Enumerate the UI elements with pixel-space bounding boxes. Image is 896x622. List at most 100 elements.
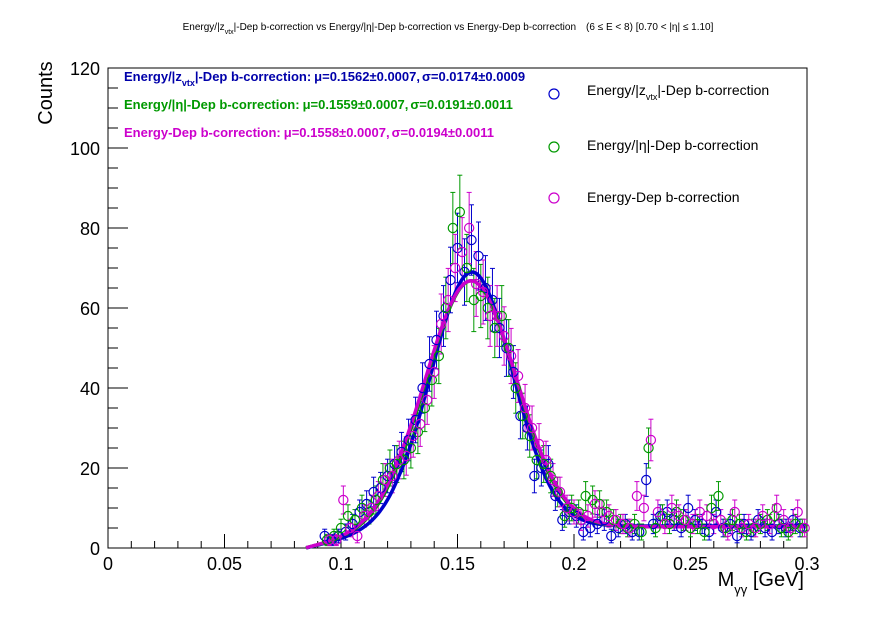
fit-label-energy-sigma: σ=0.0194±0.0011 [392,125,494,140]
data-point [664,518,675,530]
data-point [415,418,426,430]
data-point [687,518,699,530]
data-point [440,302,452,314]
data-point [454,206,466,218]
data-point [731,530,743,542]
data-point [666,502,678,514]
legend-label-eta: Energy/|η|-Dep b-correction [587,137,758,153]
data-point [484,310,496,322]
data-point [487,294,498,306]
data-point [517,410,528,422]
legend-marker-zvtx [548,88,560,100]
legend: Energy/|zvtx|-Dep b-correction Energy/|η… [548,82,769,205]
fit-label-eta-mu: μ=0.1559±0.0007, [303,97,409,112]
fit-label-zvtx-sub: vtx [182,78,195,88]
data-point [373,490,384,502]
data-point [573,506,584,518]
data-point [419,402,431,414]
data-point [405,442,417,454]
data-point [645,434,657,446]
data-markers [319,206,810,546]
x-axis-title-main: M [718,569,735,591]
data-point [463,222,475,234]
data-point [547,474,559,486]
data-point [408,430,419,442]
data-point [722,526,733,538]
data-point [764,518,775,530]
fit-label-eta-pre: Energy/|η|-Dep b-correction: [124,97,300,112]
x-tick-label: 0.1 [328,554,353,574]
fit-label-zvtx-post: |-Dep b-correction: [195,69,311,84]
data-point [438,310,449,322]
data-point [491,310,503,322]
y-tick-label: 0 [90,539,100,559]
data-point [715,514,726,526]
x-tick-label: 0.15 [440,554,475,574]
data-point [778,514,789,526]
data-point [529,470,540,482]
data-point [401,450,412,462]
chart-title-sub: vtx [225,29,234,36]
data-point [771,502,782,514]
data-point [692,518,703,530]
x-axis-title-sub: γγ [734,582,748,597]
data-point [559,510,570,522]
data-point [512,370,524,382]
data-point [624,522,636,534]
data-point [375,482,386,494]
data-point [470,278,482,290]
data-point [422,394,433,406]
data-point [638,502,650,514]
y-tick-label: 120 [70,59,100,79]
fit-label-zvtx-pre: Energy/|z [124,69,182,84]
data-point [473,250,484,262]
data-point [331,534,342,546]
data-point [682,502,694,514]
data-point [526,422,538,434]
data-point [750,522,761,534]
chart-title-range: (6 ≤ E < 8) [0.70 < |η| ≤ 1.10] [586,22,714,33]
data-point [352,530,363,542]
data-point [338,494,349,506]
legend-marker-energy [548,192,560,204]
data-point [510,382,521,394]
fit-label-energy: Energy-Dep b-correction: μ=0.1558±0.0007,… [124,125,494,140]
data-point [643,442,654,454]
data-point [433,350,445,362]
data-point [435,318,447,330]
x-tick-label: 0.2 [561,554,586,574]
data-point [769,510,780,522]
legend-label-zvtx-sub: vtx [646,92,658,102]
data-point [431,334,442,346]
legend-marker-eta [548,141,560,153]
data-point [582,510,594,522]
chart-title-prefix: Energy/|z [183,22,225,33]
y-tick-label: 40 [80,379,100,399]
data-point [641,474,652,486]
chart-title: Energy/|zvtx|-Dep b-correction vs Energy… [183,22,714,36]
data-point [429,366,440,378]
data-point [424,358,435,370]
fit-label-eta-sigma: σ=0.0191±0.0011 [410,97,512,112]
legend-label-energy: Energy-Dep b-correction [587,189,740,205]
data-point [652,506,664,518]
data-point [533,438,545,450]
data-point [636,526,647,538]
data-point [519,402,531,414]
fit-label-energy-mu: μ=0.1558±0.0007, [284,125,390,140]
fit-label-energy-pre: Energy-Dep b-correction: [124,125,281,140]
data-point [757,510,768,522]
x-axis-title-unit: [GeV] [747,569,804,591]
legend-label-zvtx-pre: Energy/|z [587,82,646,98]
data-point [766,526,778,538]
data-point [494,322,505,334]
y-tick-label: 60 [80,299,100,319]
data-point [540,454,552,466]
data-point [503,342,514,354]
data-point [589,498,601,510]
fit-label-zvtx: Energy/|zvtx|-Dep b-correction: μ=0.1562±… [124,69,525,88]
chart-title-rest: |-Dep b-correction vs Energy/|η|-Dep b-c… [234,22,576,33]
data-point [729,506,740,518]
fit-label-zvtx-mu: μ=0.1562±0.0007, [314,69,420,84]
data-point [461,262,473,274]
